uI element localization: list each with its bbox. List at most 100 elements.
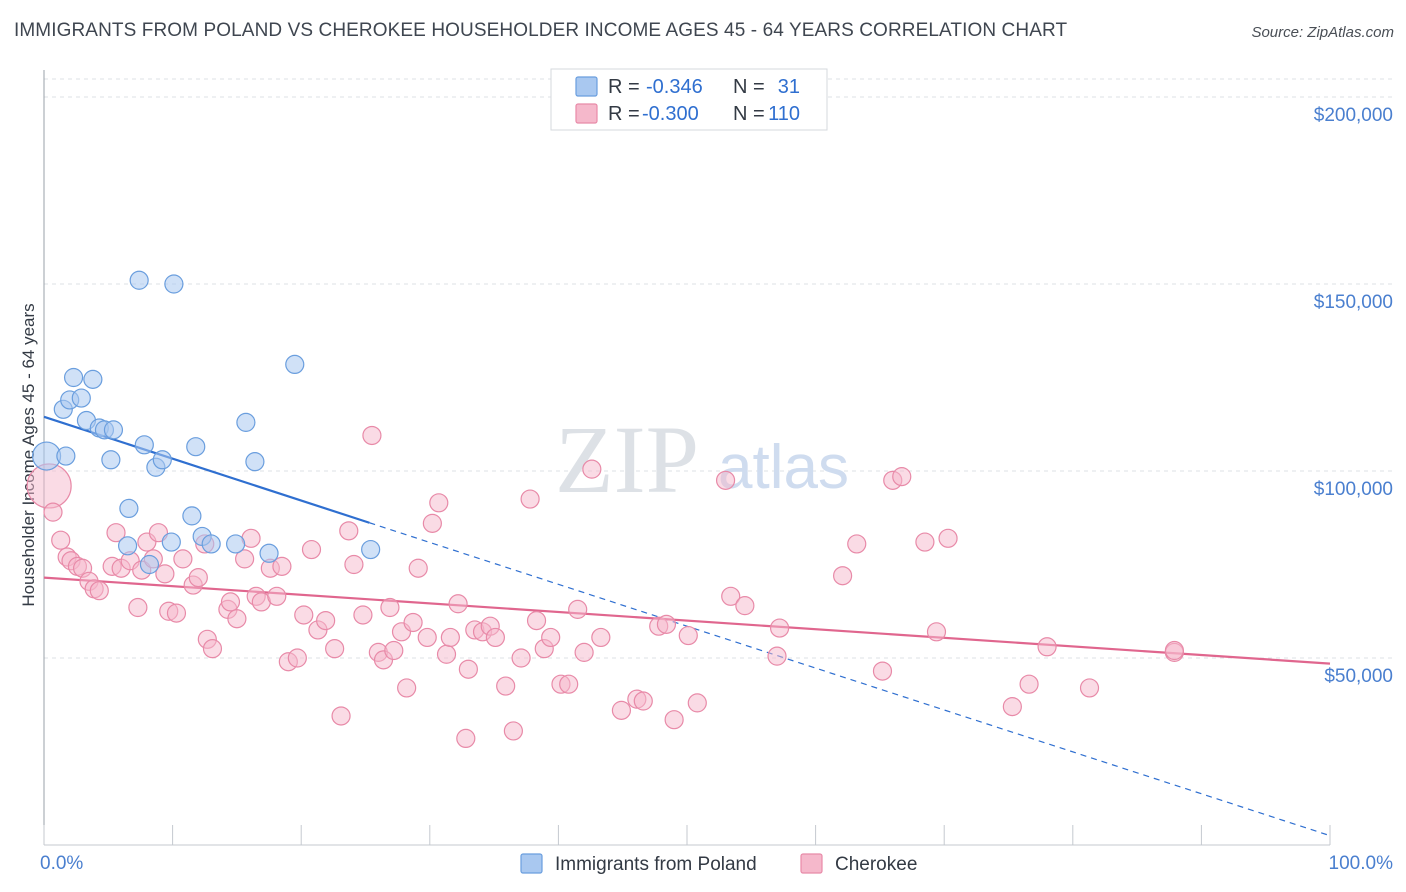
point-poland [361, 539, 381, 560]
point-cherokee [767, 646, 787, 666]
legend-r-label-cherokee: R = [608, 103, 640, 125]
legend-swatch-cherokee [575, 103, 598, 124]
gridlines [44, 78, 1395, 659]
point-cherokee [735, 596, 755, 616]
point-poland [259, 543, 279, 563]
point-poland [139, 554, 160, 575]
point-cherokee [267, 586, 287, 606]
point-cherokee [511, 648, 531, 668]
point-cherokee [1002, 697, 1022, 717]
point-cherokee [272, 556, 292, 576]
bottom-legend-label-poland: Immigrants from Poland [555, 854, 757, 875]
x-tick-label-min: 0.0% [40, 853, 83, 874]
point-cherokee [235, 549, 255, 569]
point-poland [236, 412, 256, 432]
point-cherokee [1079, 678, 1100, 698]
legend: R = -0.346 N = 31 R = -0.300 N = 110 [550, 68, 828, 131]
point-poland [226, 534, 246, 554]
point-cherokee [926, 622, 947, 642]
point-cherokee [128, 597, 148, 618]
point-cherokee [915, 532, 935, 552]
point-cherokee [26, 463, 72, 509]
point-poland [103, 420, 124, 440]
point-cherokee [344, 554, 364, 575]
watermark-zip: ZIP [555, 406, 699, 513]
point-poland [56, 446, 76, 466]
point-cherokee [227, 609, 247, 629]
point-cherokee [1037, 637, 1057, 657]
point-cherokee [43, 502, 63, 522]
point-cherokee [541, 627, 561, 648]
source-credit: Source: ZipAtlas.com [1251, 24, 1394, 41]
point-cherokee [847, 534, 867, 554]
point-cherokee [202, 639, 223, 659]
legend-n-label-cherokee: N = [733, 103, 765, 125]
point-poland [134, 435, 154, 455]
point-cherokee [325, 639, 345, 659]
legend-r-value-cherokee: -0.300 [642, 103, 699, 125]
point-cherokee [1019, 674, 1039, 694]
point-poland [152, 450, 172, 470]
y-tick-label: $200,000 [1314, 105, 1393, 126]
point-poland [117, 536, 138, 556]
point-cherokee [721, 586, 741, 606]
y-tick-labels: $50,000 $100,000 $150,000 $200,000 [1314, 105, 1393, 687]
bottom-legend: Immigrants from Poland Cherokee [520, 853, 917, 875]
trend-line-poland-dashed [369, 522, 1331, 837]
point-poland [119, 498, 139, 518]
point-poland [71, 388, 91, 408]
y-tick-label: $50,000 [1324, 666, 1393, 687]
point-cherokee [1164, 640, 1184, 661]
point-cherokee [301, 539, 322, 560]
point-cherokee [436, 644, 457, 664]
point-cherokee [591, 627, 611, 648]
point-cherokee [496, 676, 516, 696]
point-cherokee [287, 648, 307, 668]
points-poland [31, 270, 381, 575]
point-cherokee [872, 661, 893, 681]
legend-r-value-poland: -0.346 [646, 76, 703, 98]
point-poland [63, 367, 84, 388]
point-cherokee [687, 693, 707, 713]
point-cherokee [833, 566, 853, 586]
point-cherokee [526, 610, 547, 631]
point-poland [83, 369, 103, 389]
point-poland [101, 450, 121, 470]
point-cherokee [166, 603, 187, 623]
point-cherokee [173, 549, 193, 569]
point-cherokee [633, 691, 653, 711]
point-cherokee [362, 425, 382, 446]
point-cherokee [559, 674, 579, 694]
point-cherokee [664, 710, 684, 730]
point-cherokee [568, 599, 588, 619]
point-cherokee [892, 467, 912, 487]
point-cherokee [188, 567, 208, 588]
point-cherokee [456, 728, 476, 749]
point-poland [161, 532, 181, 552]
x-tick-label-max: 100.0% [1329, 853, 1394, 874]
point-poland [129, 270, 149, 290]
point-cherokee [155, 564, 175, 584]
point-cherokee [503, 721, 523, 741]
y-axis-label: Householder Income Ages 45 - 64 years [19, 303, 38, 606]
point-cherokee [339, 521, 359, 541]
point-cherokee [520, 489, 540, 509]
point-poland [285, 354, 305, 375]
x-axis-ticks [43, 825, 1331, 845]
point-poland [201, 534, 221, 554]
point-cherokee [769, 618, 790, 638]
legend-n-value-cherokee: 110 [768, 103, 800, 125]
point-cherokee [220, 592, 241, 612]
y-tick-label: $150,000 [1314, 292, 1393, 313]
point-cherokee [448, 594, 468, 614]
point-cherokee [403, 612, 423, 633]
point-cherokee [384, 640, 404, 661]
point-cherokee [148, 523, 169, 543]
point-cherokee [106, 523, 126, 543]
point-cherokee [294, 605, 314, 625]
legend-r-label-poland: R = [608, 76, 640, 98]
watermark-atlas: atlas [718, 433, 849, 502]
point-cherokee [89, 581, 109, 601]
point-cherokee [422, 513, 442, 533]
